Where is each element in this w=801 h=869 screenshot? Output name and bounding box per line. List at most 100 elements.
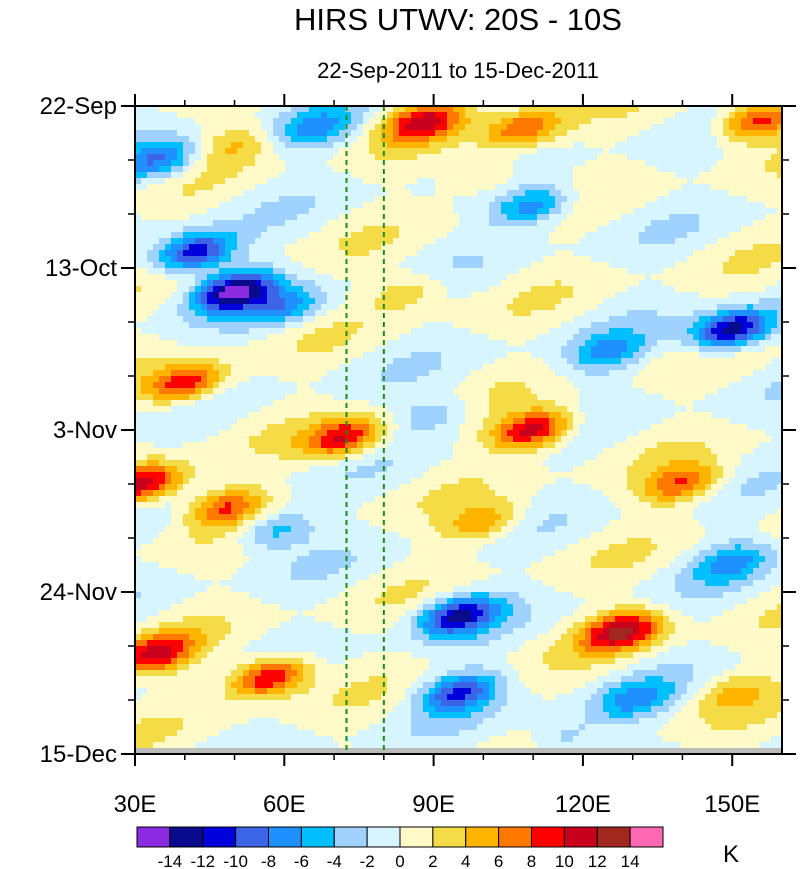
- field-cell: [723, 364, 730, 371]
- field-cell: [369, 310, 376, 317]
- field-cell: [201, 196, 208, 203]
- field-cell: [729, 286, 736, 293]
- field-cell: [669, 310, 676, 317]
- field-cell: [669, 226, 676, 233]
- field-cell: [201, 250, 208, 257]
- field-cell: [561, 184, 568, 191]
- field-cell: [573, 136, 580, 143]
- field-cell: [573, 328, 580, 335]
- field-cell: [177, 136, 184, 143]
- field-cell: [477, 244, 484, 251]
- field-cell: [219, 292, 226, 299]
- field-cell: [285, 184, 292, 191]
- field-cell: [393, 112, 400, 119]
- field-cell: [177, 268, 184, 275]
- field-cell: [405, 136, 412, 143]
- field-cell: [669, 328, 676, 335]
- field-cell: [315, 178, 322, 185]
- field-cell: [309, 160, 316, 167]
- field-cell: [453, 346, 460, 353]
- field-cell: [531, 364, 538, 371]
- field-cell: [423, 124, 430, 131]
- field-cell: [225, 268, 232, 275]
- field-cell: [243, 112, 250, 119]
- field-cell: [585, 334, 592, 341]
- field-cell: [555, 298, 562, 305]
- field-cell: [213, 166, 220, 173]
- field-cell: [159, 328, 166, 335]
- field-cell: [327, 292, 334, 299]
- field-cell: [423, 346, 430, 353]
- field-cell: [687, 124, 694, 131]
- field-cell: [543, 142, 550, 149]
- field-cell: [135, 382, 142, 389]
- field-cell: [309, 238, 316, 245]
- field-cell: [363, 268, 370, 275]
- field-cell: [531, 214, 538, 221]
- field-cell: [549, 274, 556, 281]
- field-cell: [177, 292, 184, 299]
- field-cell: [435, 304, 442, 311]
- field-cell: [585, 256, 592, 263]
- field-cell: [195, 166, 202, 173]
- field-cell: [669, 274, 676, 281]
- field-cell: [675, 214, 682, 221]
- field-cell: [405, 298, 412, 305]
- field-cell: [597, 142, 604, 149]
- field-cell: [669, 250, 676, 257]
- field-cell: [759, 292, 766, 299]
- field-cell: [777, 136, 783, 143]
- field-cell: [561, 208, 568, 215]
- field-cell: [459, 334, 466, 341]
- field-cell: [405, 274, 412, 281]
- field-cell: [621, 184, 628, 191]
- field-cell: [213, 250, 220, 257]
- field-cell: [531, 136, 538, 143]
- field-cell: [171, 334, 178, 341]
- field-cell: [363, 196, 370, 203]
- field-cell: [219, 310, 226, 317]
- field-cell: [717, 124, 724, 131]
- field-cell: [537, 226, 544, 233]
- field-cell: [453, 214, 460, 221]
- field-cell: [255, 316, 262, 323]
- field-cell: [735, 118, 742, 125]
- field-cell: [771, 364, 778, 371]
- field-cell: [297, 130, 304, 137]
- field-cell: [507, 220, 514, 227]
- field-cell: [213, 268, 220, 275]
- field-cell: [195, 244, 202, 251]
- field-cell: [159, 166, 166, 173]
- field-cell: [603, 256, 610, 263]
- field-cell: [147, 364, 154, 371]
- field-cell: [615, 316, 622, 323]
- field-cell: [393, 124, 400, 131]
- field-cell: [201, 154, 208, 161]
- field-cell: [705, 142, 712, 149]
- field-cell: [189, 382, 196, 389]
- field-cell: [663, 334, 670, 341]
- field-cell: [207, 184, 214, 191]
- field-cell: [273, 232, 280, 239]
- field-cell: [723, 190, 730, 197]
- field-cell: [153, 298, 160, 305]
- field-cell: [741, 268, 748, 275]
- field-cell: [387, 262, 394, 269]
- field-cell: [423, 244, 430, 251]
- field-cell: [579, 166, 586, 173]
- field-cell: [381, 136, 388, 143]
- field-cell: [309, 334, 316, 341]
- field-cell: [609, 334, 616, 341]
- field-cell: [693, 154, 700, 161]
- field-cell: [417, 130, 424, 137]
- field-cell: [747, 136, 754, 143]
- field-cell: [663, 262, 670, 269]
- field-cell: [645, 154, 652, 161]
- field-cell: [195, 376, 202, 383]
- field-cell: [165, 310, 172, 317]
- field-cell: [627, 142, 634, 149]
- field-cell: [483, 214, 490, 221]
- field-cell: [141, 124, 148, 131]
- field-cell: [345, 340, 352, 347]
- field-cell: [507, 256, 514, 263]
